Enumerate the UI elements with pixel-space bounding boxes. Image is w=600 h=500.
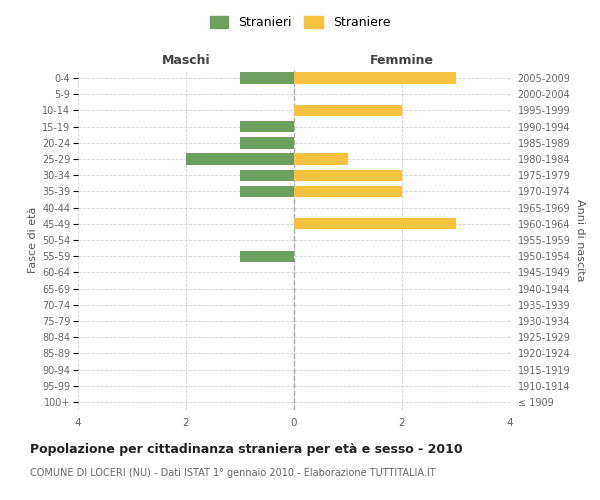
Text: Maschi: Maschi — [161, 54, 211, 67]
Bar — [240, 186, 294, 197]
Y-axis label: Anni di nascita: Anni di nascita — [575, 198, 584, 281]
Y-axis label: Fasce di età: Fasce di età — [28, 207, 38, 273]
Bar — [240, 250, 294, 262]
Legend: Stranieri, Straniere: Stranieri, Straniere — [205, 11, 395, 34]
Bar — [294, 72, 456, 84]
Text: COMUNE DI LOCERI (NU) - Dati ISTAT 1° gennaio 2010 - Elaborazione TUTTITALIA.IT: COMUNE DI LOCERI (NU) - Dati ISTAT 1° ge… — [30, 468, 436, 477]
Bar — [294, 154, 348, 164]
Text: Popolazione per cittadinanza straniera per età e sesso - 2010: Popolazione per cittadinanza straniera p… — [30, 442, 463, 456]
Bar — [186, 154, 294, 164]
Bar — [240, 170, 294, 181]
Bar — [294, 170, 402, 181]
Text: Femmine: Femmine — [370, 54, 434, 67]
Bar — [294, 218, 456, 230]
Bar — [240, 137, 294, 148]
Bar — [240, 72, 294, 84]
Bar — [294, 186, 402, 197]
Bar — [294, 105, 402, 116]
Bar — [240, 121, 294, 132]
